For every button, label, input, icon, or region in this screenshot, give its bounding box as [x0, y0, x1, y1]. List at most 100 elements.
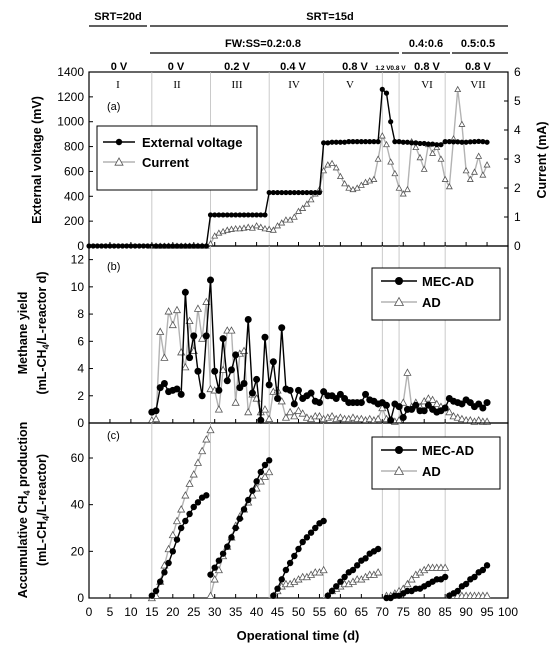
voltage-label: 0 V	[168, 61, 185, 73]
y2-tick-label: 4	[514, 123, 521, 137]
current-point	[336, 172, 344, 180]
y-tick-label: 1200	[57, 90, 84, 104]
mec-cum-point	[299, 538, 306, 546]
y-tick-label: 1400	[57, 65, 84, 79]
voltage-point	[358, 139, 364, 145]
voltage-point	[212, 212, 218, 218]
mec-cum-point	[291, 552, 298, 560]
mec-yield-point	[253, 375, 261, 383]
stage-label: II	[173, 79, 181, 91]
ad-yield-point	[403, 368, 412, 376]
mec-yield-point	[152, 407, 160, 415]
ad-yield-point	[424, 394, 433, 402]
mec-yield-point	[483, 399, 491, 407]
ad-yield-point	[399, 398, 408, 406]
x-tick-label: 55	[313, 605, 327, 619]
current-point	[328, 159, 336, 166]
ad-yield-point	[348, 413, 358, 421]
ad-yield-point	[193, 304, 203, 312]
mec-yield-point	[382, 401, 390, 409]
legend-b-mec-label: MEC-AD	[422, 274, 474, 289]
voltage-label: 0.4 V	[280, 61, 306, 73]
mec-yield-point	[261, 333, 269, 341]
mec-cum-point	[219, 550, 227, 557]
voltage-point	[396, 139, 402, 145]
current-point	[454, 85, 462, 93]
panel-b-ylabel-b: /L-reactor d)	[35, 271, 49, 344]
mec-yield-point	[295, 386, 302, 394]
current-point	[378, 132, 386, 139]
voltage-point	[333, 139, 339, 145]
current-point	[370, 175, 378, 182]
mec-yield-point	[219, 335, 227, 343]
current-point	[290, 213, 298, 220]
legend-c-ad-marker	[393, 465, 405, 475]
mec-cum-point	[240, 506, 248, 513]
x-tick-label: 5	[107, 605, 114, 619]
voltage-point	[220, 212, 226, 218]
y-tick-label: 2	[77, 389, 84, 403]
voltage-point	[300, 189, 306, 196]
voltage-point	[266, 189, 272, 196]
legend-c-box	[371, 436, 501, 490]
voltage-label: 1.2 V	[375, 65, 391, 72]
legend-a-voltage-label: External voltage	[142, 135, 242, 150]
ad-yield-point	[181, 362, 190, 371]
voltage-point	[442, 139, 448, 145]
ad-yield-point	[244, 407, 253, 416]
ad-yield-point	[202, 297, 211, 305]
current-point	[320, 166, 328, 174]
legend-c-mec-marker	[395, 446, 403, 454]
panel-c-ylabel-b: production	[16, 422, 30, 491]
ad-yield-point	[445, 407, 454, 416]
mec-yield-point	[441, 404, 449, 412]
x-tick-label: 85	[438, 605, 452, 619]
current-point	[471, 168, 478, 175]
voltage-point	[438, 142, 444, 148]
voltage-point	[346, 139, 352, 145]
current-point	[261, 224, 269, 232]
mec-yield-point	[207, 276, 215, 284]
y-tick-label: 20	[71, 544, 85, 558]
srt-right-label: SRT=15d	[306, 11, 353, 23]
ad-yield-point	[336, 413, 345, 421]
panel-b-ylabel-sub: 4	[41, 344, 51, 349]
current-point	[483, 161, 491, 168]
mec-cum-point	[245, 496, 252, 504]
current-point	[458, 120, 466, 127]
voltage-label: 0.2 V	[224, 61, 250, 73]
mec-cum-point	[307, 529, 315, 536]
mec-cum-point	[454, 587, 461, 595]
current-point	[466, 175, 474, 182]
y-tick-label: 400	[64, 189, 84, 203]
y-tick-label: 200	[64, 214, 84, 228]
mec-cum-point	[194, 499, 202, 506]
voltage-point	[308, 189, 314, 196]
y-tick-label: 10	[71, 280, 85, 294]
mec-cum-point	[441, 573, 449, 581]
current-point	[462, 166, 470, 174]
ad-cum-point	[189, 470, 198, 478]
mec-cum-point	[190, 503, 197, 511]
voltage-point	[241, 212, 247, 218]
current-point	[441, 175, 449, 182]
mec-yield-point	[357, 399, 365, 407]
x-tick-label: 20	[166, 605, 180, 619]
voltage-point	[459, 139, 465, 145]
x-tick-label: 65	[355, 605, 369, 619]
y-tick-label: 8	[77, 307, 84, 321]
voltage-point	[224, 212, 230, 218]
y-tick-label: 1000	[57, 115, 84, 129]
ad-cum-point	[441, 563, 450, 571]
mec-yield-point	[173, 385, 181, 393]
ad-cum-point	[177, 505, 186, 513]
voltage-point	[337, 139, 343, 145]
x-tick-label: 90	[459, 605, 473, 619]
current-point	[374, 155, 382, 162]
voltage-point	[392, 139, 398, 145]
voltage-point	[287, 189, 293, 196]
voltage-point	[480, 139, 486, 145]
mec-cum-point	[157, 578, 164, 585]
